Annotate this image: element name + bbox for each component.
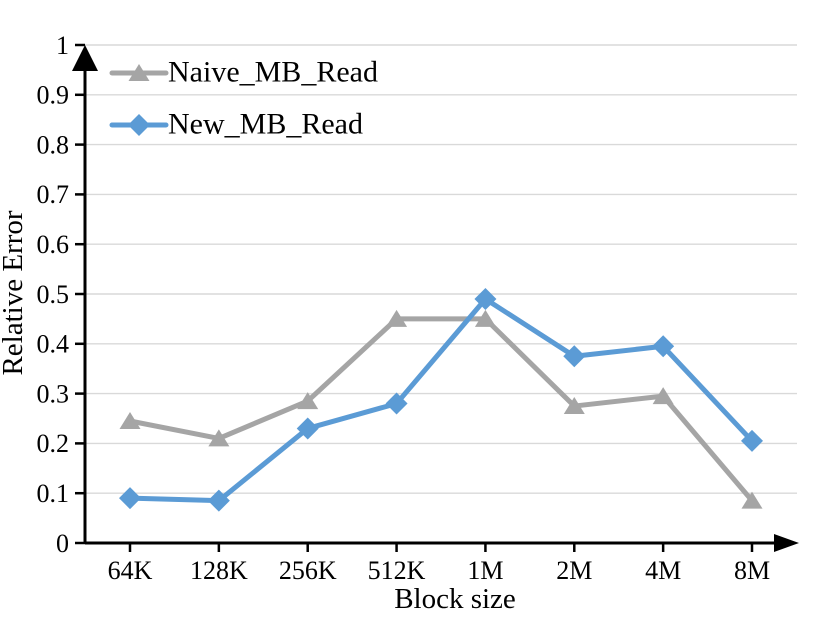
x-tick-label: 4M	[645, 556, 681, 585]
legend-marker-naive-mb-read	[128, 64, 150, 81]
series-marker-new-mb-read	[563, 345, 586, 368]
series-marker-naive-mb-read	[474, 309, 496, 327]
x-tick-label: 2M	[556, 556, 592, 585]
x-tick-label: 64K	[108, 556, 153, 585]
series-marker-naive-mb-read	[386, 309, 408, 327]
x-tick-label: 512K	[368, 556, 426, 585]
y-axis-title: Relative Error	[0, 210, 29, 375]
series-marker-naive-mb-read	[119, 411, 141, 429]
series-marker-new-mb-read	[207, 489, 230, 512]
x-tick-label: 256K	[279, 556, 337, 585]
series-marker-new-mb-read	[119, 487, 141, 510]
series-line-naive-mb-read	[127, 316, 755, 504]
y-tick-label: 0.5	[37, 280, 70, 309]
x-tick-label: 128K	[190, 556, 248, 585]
y-tick-label: 0.4	[37, 330, 70, 359]
y-tick-label: 0	[56, 529, 69, 558]
x-tick-label: 1M	[467, 556, 503, 585]
y-tick-label: 0.7	[37, 180, 70, 209]
series-marker-naive-mb-read	[297, 392, 319, 410]
series-marker-new-mb-read	[652, 335, 675, 358]
y-tick-label: 0.6	[37, 230, 70, 259]
y-tick-label: 1	[56, 31, 69, 60]
series-marker-new-mb-read	[296, 417, 319, 440]
legend-label-naive-mb-read: Naive_MB_Read	[168, 56, 378, 89]
y-tick-label: 0.3	[37, 379, 70, 408]
series-marker-new-mb-read	[474, 287, 497, 310]
series-line-new-mb-read	[127, 296, 755, 504]
y-tick-label: 0.8	[37, 130, 70, 159]
y-tick-label: 0.9	[37, 81, 70, 110]
series-marker-naive-mb-read	[652, 387, 674, 405]
series-marker-naive-mb-read	[208, 429, 230, 447]
series-marker-new-mb-read	[741, 429, 763, 452]
legend-marker-new-mb-read	[128, 114, 150, 136]
y-tick-label: 0.2	[37, 429, 70, 458]
y-tick-label: 0.1	[37, 479, 70, 508]
series-marker-new-mb-read	[385, 392, 408, 415]
legend-label-new-mb-read: New_MB_Read	[168, 108, 363, 141]
x-axis-arrow-icon	[774, 534, 799, 552]
x-axis-title: Block size	[394, 583, 516, 615]
y-axis-arrow-icon	[72, 45, 98, 71]
series-marker-naive-mb-read	[563, 397, 585, 415]
series-marker-naive-mb-read	[741, 491, 763, 509]
x-tick-label: 8M	[734, 556, 770, 585]
